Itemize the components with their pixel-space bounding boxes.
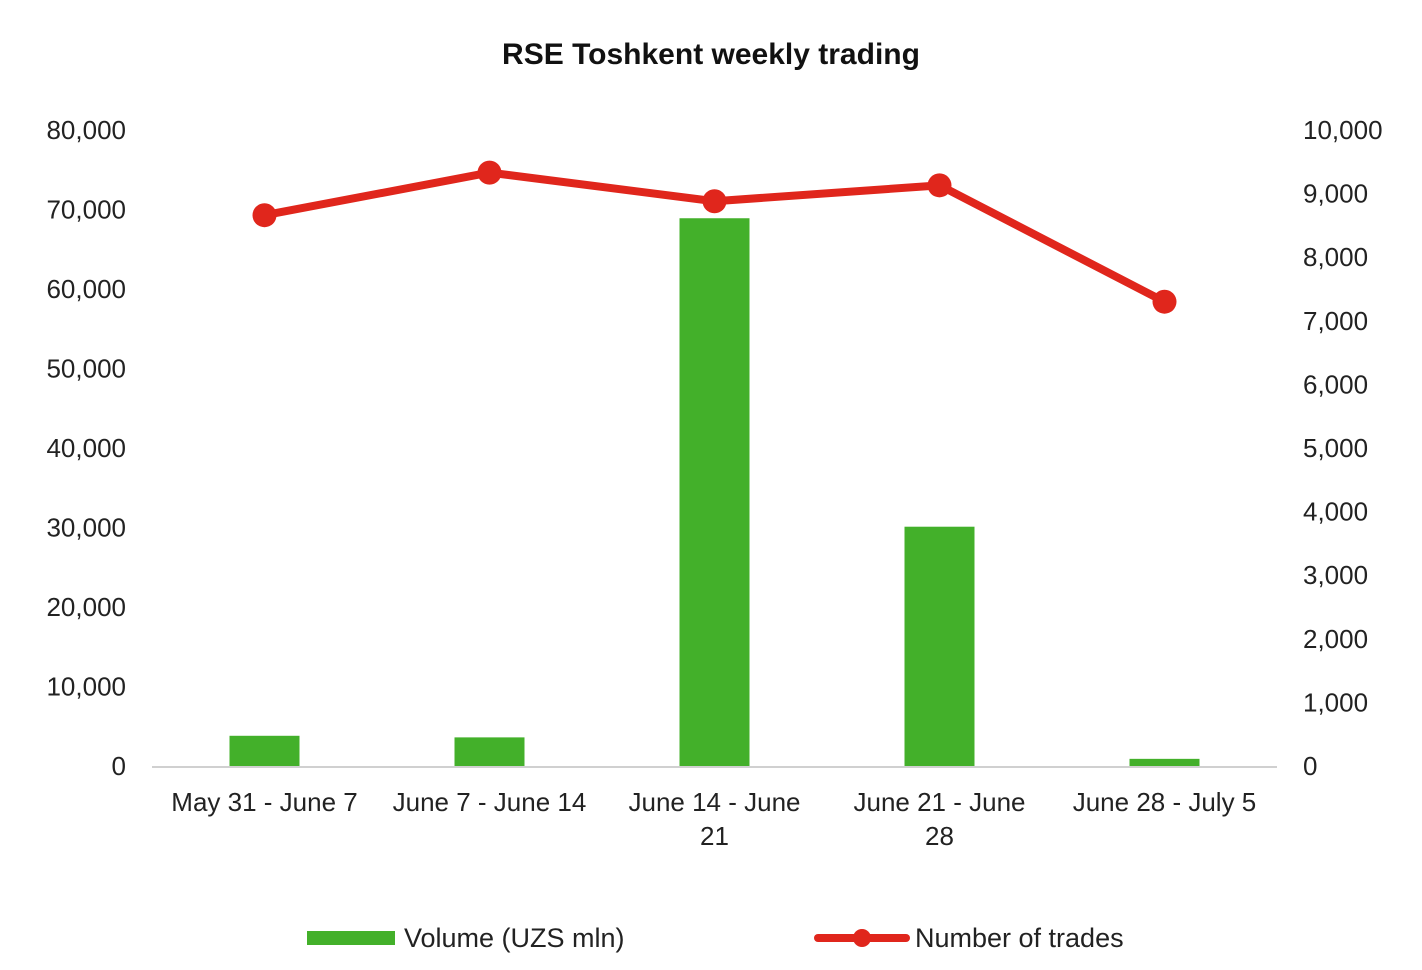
left-axis-tick-label: 10,000 — [46, 672, 126, 702]
trades-point — [702, 189, 727, 214]
right-axis-tick-label: 10,000 — [1303, 115, 1383, 145]
volume-bar — [1129, 758, 1200, 766]
left-axis-tick-label: 0 — [112, 751, 126, 781]
left-axis-tick-label: 60,000 — [46, 274, 126, 304]
volume-bar — [454, 737, 525, 766]
volume-bars — [229, 218, 1200, 766]
legend-swatch-volume — [307, 931, 395, 945]
right-axis-tick-label: 9,000 — [1303, 179, 1368, 209]
right-axis-tick-label: 2,000 — [1303, 624, 1368, 654]
left-axis-tick-label: 30,000 — [46, 513, 126, 543]
legend-label-trades: Number of trades — [915, 923, 1124, 953]
right-axis-tick-label: 1,000 — [1303, 687, 1368, 717]
trades-point — [1152, 289, 1177, 314]
left-axis-tick-label: 80,000 — [46, 115, 126, 145]
x-axis-category-label: June 7 - June 14 — [393, 787, 587, 817]
left-axis-tick-label: 40,000 — [46, 433, 126, 463]
volume-bar — [229, 735, 300, 766]
trades-line-series — [252, 160, 1177, 314]
right-axis-tick-label: 6,000 — [1303, 369, 1368, 399]
legend: Volume (UZS mln) Number of trades — [307, 923, 1124, 953]
right-axis-tick-label: 3,000 — [1303, 560, 1368, 590]
left-y-axis: 0 10,000 20,000 30,000 40,000 50,000 60,000 70,… — [46, 115, 126, 781]
chart-title: RSE Toshkent weekly trading — [502, 38, 920, 71]
right-axis-tick-label: 0 — [1303, 751, 1317, 781]
volume-bar — [904, 526, 975, 766]
right-axis-tick-label: 7,000 — [1303, 306, 1368, 336]
left-axis-tick-label: 70,000 — [46, 195, 126, 225]
left-axis-tick-label: 20,000 — [46, 592, 126, 622]
legend-label-volume: Volume (UZS mln) — [404, 923, 625, 953]
volume-bar — [679, 218, 750, 766]
trades-point — [927, 173, 952, 198]
right-axis-tick-label: 5,000 — [1303, 433, 1368, 463]
right-axis-tick-label: 4,000 — [1303, 497, 1368, 527]
right-y-axis: 0 1,000 2,000 3,000 4,000 5,000 6,000 7,000 8,00… — [1303, 115, 1383, 781]
right-axis-tick-label: 8,000 — [1303, 242, 1368, 272]
x-axis-category-label: May 31 - June 7 — [171, 787, 357, 817]
x-axis-labels: May 31 - June 7 June 7 - June 14 June 14 -… — [171, 787, 1256, 851]
trades-point — [252, 203, 277, 228]
trades-point — [477, 160, 502, 185]
x-axis-category-label: June 21 - June 28 — [853, 787, 1025, 851]
legend-marker-trades — [853, 929, 871, 947]
left-axis-tick-label: 50,000 — [46, 354, 126, 384]
x-axis-category-label: June 14 - June 21 — [628, 787, 800, 851]
x-axis-category-label: June 28 - July 5 — [1073, 787, 1257, 817]
